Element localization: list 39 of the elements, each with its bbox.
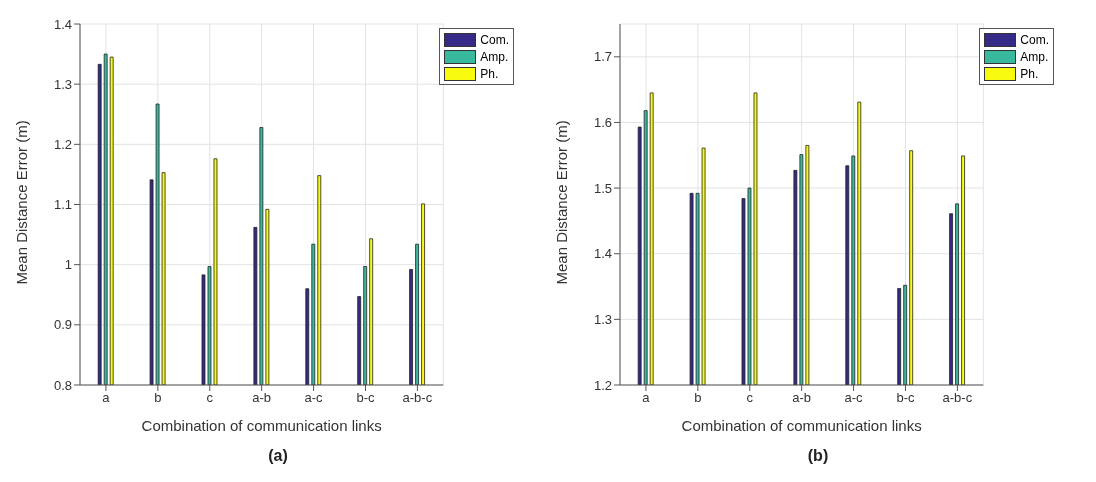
x-tick-label: a (642, 390, 651, 406)
y-tick-label: 1.3 (593, 311, 612, 327)
y-tick-label: 1 (64, 257, 72, 273)
x-tick-label: a-c (304, 390, 324, 406)
x-axis-title: Combination of communication links (681, 417, 922, 434)
y-tick-label: 1.3 (53, 76, 72, 92)
y-tick-label: 1.4 (593, 246, 612, 262)
legend-label: Amp. (480, 49, 509, 64)
legend-label: Ph. (1020, 66, 1039, 81)
x-tick-label: b-c (356, 390, 375, 406)
legend-label: Com. (1020, 32, 1049, 47)
x-tick-label: a-b (252, 390, 272, 406)
x-tick-label: a-b (792, 390, 812, 406)
x-tick-label: b (154, 390, 162, 406)
y-tick-label: 1.6 (593, 115, 612, 131)
x-tick-label: a (102, 390, 111, 406)
legend-label: Ph. (480, 66, 499, 81)
y-tick-label: 1.2 (593, 377, 612, 393)
y-tick-label: 1.2 (53, 136, 72, 152)
y-tick-label: 0.9 (53, 317, 72, 333)
text: (a) (268, 447, 288, 465)
legend-label: Com. (480, 32, 509, 47)
x-tick-label: c (746, 390, 754, 406)
x-tick-label: a-b-c (402, 390, 433, 406)
y-tick-label: 1.5 (593, 180, 612, 196)
x-tick-label: b-c (896, 390, 915, 406)
x-tick-label: a-b-c (942, 390, 973, 406)
y-tick-label: 1.1 (53, 197, 72, 213)
x-tick-label: c (206, 390, 214, 406)
y-axis-title: Mean Distance Error (m) (13, 120, 31, 285)
y-axis-title: Mean Distance Error (m) (553, 120, 571, 285)
x-tick-label: b (694, 390, 702, 406)
y-tick-label: 0.8 (53, 377, 72, 393)
text: (b) (807, 447, 829, 465)
y-tick-label: 1.7 (593, 49, 612, 65)
y-tick-label: 1.4 (53, 16, 72, 32)
x-tick-label: a-c (844, 390, 864, 406)
legend-label: Amp. (1020, 49, 1049, 64)
x-axis-title: Combination of communication links (141, 417, 382, 434)
